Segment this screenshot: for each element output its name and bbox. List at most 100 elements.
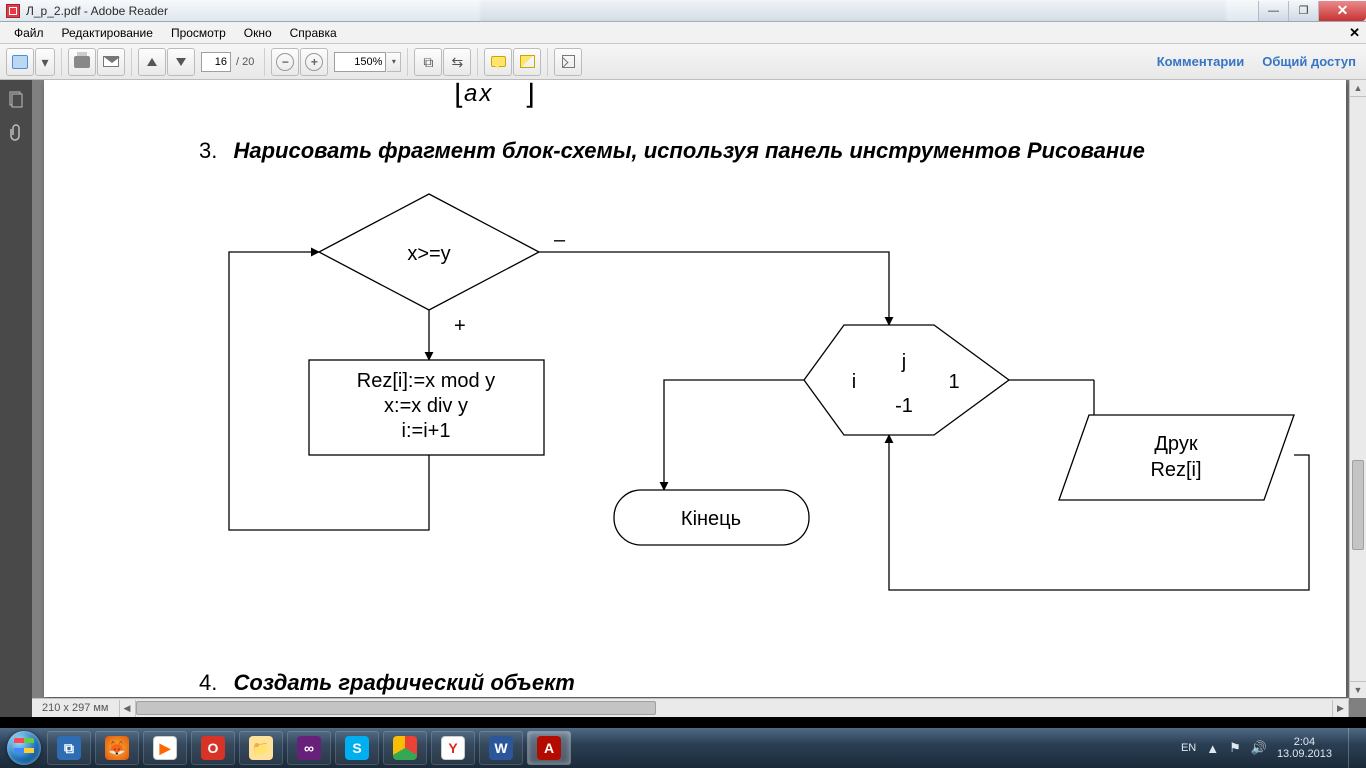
highlight-button[interactable] — [513, 48, 541, 76]
language-indicator[interactable]: EN — [1181, 742, 1196, 754]
io-node — [1059, 415, 1294, 500]
tool-a-button[interactable]: ⧉ — [414, 48, 442, 76]
chrome-icon — [393, 736, 417, 760]
fragment-bracket: ⌋ — [524, 80, 535, 111]
page-total-label: / 20 — [232, 56, 258, 68]
task-firefox[interactable]: 🦊 — [95, 731, 139, 765]
tool-b-button[interactable]: ⇆ — [443, 48, 471, 76]
attachments-button[interactable] — [6, 122, 26, 142]
hex-i: i — [852, 371, 856, 393]
page-dimensions-label: 210 x 297 мм — [32, 702, 119, 714]
show-desktop-button[interactable] — [1348, 728, 1358, 768]
page-number-input[interactable] — [201, 52, 231, 72]
system-tray: EN ▲ ⚑ 🔊 2:04 13.09.2013 — [1181, 728, 1362, 768]
tray-clock[interactable]: 2:04 13.09.2013 — [1277, 736, 1332, 760]
highlight-icon — [520, 55, 535, 68]
flowchart-diagram: x>=y + Rez[i]:=x mod y x:=x div y i:=i+1… — [194, 190, 1314, 620]
vertical-scrollbar[interactable]: ▲ ▼ — [1349, 80, 1366, 698]
minimize-button[interactable]: — — [1258, 1, 1288, 21]
section-4-heading: 4. Создать графический объект — [199, 670, 575, 696]
task-doublecmd[interactable]: ⧉ — [47, 731, 91, 765]
adobe-reader-icon — [6, 4, 20, 18]
task-yandex[interactable]: Y — [431, 731, 475, 765]
hscroll-track[interactable] — [136, 699, 1333, 717]
opera-icon: O — [201, 736, 225, 760]
close-button[interactable]: ✕ — [1318, 1, 1366, 21]
top-fragment-text: ax — [464, 80, 493, 108]
windows-orb-icon — [7, 731, 41, 765]
note-icon — [491, 56, 506, 67]
toolbar-separator — [61, 48, 62, 76]
adobe-reader-icon: A — [537, 736, 561, 760]
email-button[interactable] — [97, 48, 125, 76]
zoom-dropdown[interactable]: ▾ — [387, 52, 401, 72]
page-down-button[interactable] — [167, 48, 195, 76]
scroll-left-arrow[interactable]: ◀ — [119, 700, 136, 717]
expand-icon — [562, 55, 575, 68]
scroll-right-arrow[interactable]: ▶ — [1332, 700, 1349, 717]
app-icon: ⧉ — [57, 736, 81, 760]
zoom-in-button[interactable]: + — [300, 48, 328, 76]
comments-pane-link[interactable]: Комментарии — [1157, 54, 1245, 69]
menu-window[interactable]: Окно — [236, 24, 280, 42]
scroll-up-arrow[interactable]: ▲ — [1350, 80, 1366, 97]
print-button[interactable] — [68, 48, 96, 76]
open-dropdown[interactable]: ▾ — [35, 48, 55, 76]
task-explorer[interactable]: 📁 — [239, 731, 283, 765]
task-vs[interactable]: ∞ — [287, 731, 331, 765]
maximize-button[interactable]: ❐ — [1288, 1, 1318, 21]
skype-icon: S — [345, 736, 369, 760]
pdf-page: ⌊ ax ⌋ 3. Нарисовать фрагмент блок-схемы… — [44, 80, 1346, 697]
task-opera[interactable]: O — [191, 731, 235, 765]
zoom-value: 150% — [354, 56, 382, 68]
hscroll-thumb[interactable] — [136, 701, 656, 715]
branch-plus-label: + — [454, 315, 466, 337]
task-adobe-reader[interactable]: A — [527, 731, 571, 765]
branch-minus-label: – — [554, 229, 566, 251]
page-up-button[interactable] — [138, 48, 166, 76]
io-line2: Rez[i] — [1150, 459, 1201, 481]
section-3-heading: 3. Нарисовать фрагмент блок-схемы, испол… — [199, 138, 1145, 164]
tray-date: 13.09.2013 — [1277, 748, 1332, 760]
visual-studio-icon: ∞ — [297, 736, 321, 760]
loop-hexagon-node — [804, 325, 1009, 435]
toolbar-separator — [407, 48, 408, 76]
pages-icon — [7, 91, 25, 109]
process-line3: i:=i+1 — [402, 420, 451, 442]
task-wmp[interactable]: ▶ — [143, 731, 187, 765]
zoom-out-button[interactable]: − — [271, 48, 299, 76]
menu-bar: Файл Редактирование Просмотр Окно Справк… — [0, 22, 1366, 44]
hex-1: 1 — [948, 371, 959, 393]
window-titlebar: Л_р_2.pdf - Adobe Reader — ❐ ✕ — [0, 0, 1366, 22]
task-skype[interactable]: S — [335, 731, 379, 765]
folder-icon: 📁 — [249, 736, 273, 760]
tray-action-center-icon[interactable]: ⚑ — [1229, 740, 1241, 756]
vscroll-thumb[interactable] — [1352, 460, 1364, 550]
menu-edit[interactable]: Редактирование — [54, 24, 161, 42]
scroll-down-arrow[interactable]: ▼ — [1350, 681, 1366, 698]
task-word[interactable]: W — [479, 731, 523, 765]
arrow-up-icon — [147, 58, 157, 66]
start-button[interactable] — [4, 728, 44, 768]
zoom-value-field[interactable]: 150% — [334, 52, 386, 72]
open-button[interactable] — [6, 48, 34, 76]
process-line1: Rez[i]:=x mod y — [357, 370, 495, 392]
thumbnails-button[interactable] — [6, 90, 26, 110]
decision-label: x>=y — [407, 243, 450, 265]
section-4-number: 4. — [199, 670, 217, 695]
read-mode-button[interactable] — [554, 48, 582, 76]
word-icon: W — [489, 736, 513, 760]
add-note-button[interactable] — [484, 48, 512, 76]
menu-file[interactable]: Файл — [6, 24, 52, 42]
share-pane-link[interactable]: Общий доступ — [1262, 54, 1356, 69]
tray-volume-icon[interactable]: 🔊 — [1251, 740, 1267, 756]
horizontal-scrollbar[interactable]: 210 x 297 мм ◀ ▶ — [32, 698, 1349, 717]
chevron-down-icon: ▾ — [41, 55, 48, 69]
mdi-close-icon[interactable]: ✕ — [1349, 25, 1360, 41]
hex-m1: -1 — [895, 395, 913, 417]
tray-flag-icon[interactable]: ▲ — [1206, 741, 1219, 756]
menu-view[interactable]: Просмотр — [163, 24, 234, 42]
toolbar-separator — [477, 48, 478, 76]
menu-help[interactable]: Справка — [282, 24, 345, 42]
task-chrome[interactable] — [383, 731, 427, 765]
